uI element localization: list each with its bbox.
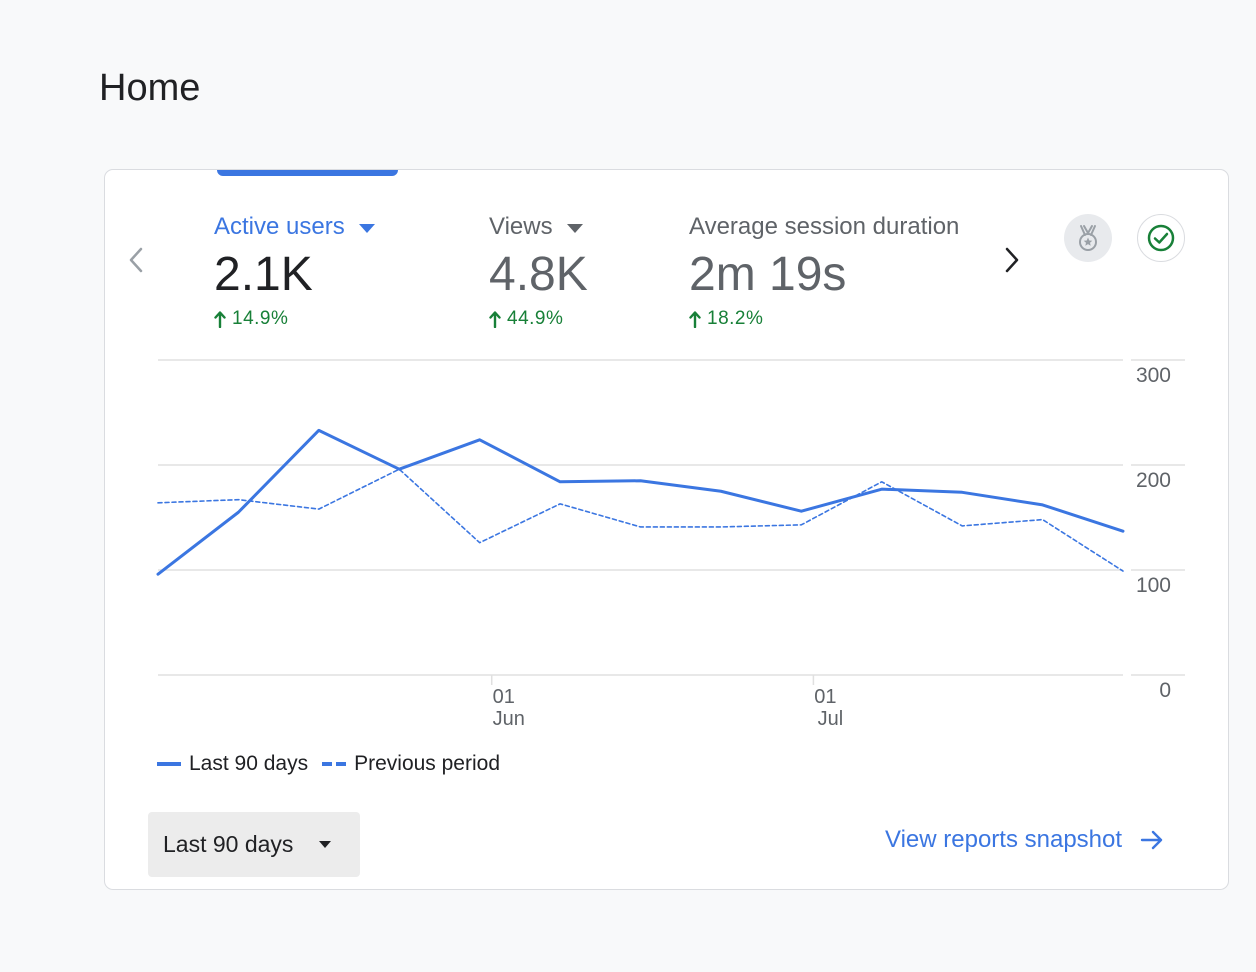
chart-legend: Last 90 days Previous period <box>157 752 514 776</box>
metric-change-text: 18.2% <box>707 308 764 329</box>
x-tick-label-month: Jun <box>493 708 525 730</box>
next-metrics-button[interactable] <box>992 240 1032 280</box>
metric-average-session-duration[interactable]: Average session duration 2m 19s 18.2% <box>689 210 959 332</box>
active-users-chart: 0 100 200 300 01 Jun 01 Jul <box>105 350 1228 730</box>
metric-label[interactable]: Active users <box>214 210 375 244</box>
metric-clip: Average session duration 2m 19s 18.2% <box>689 210 979 350</box>
arrow-up-icon <box>214 311 226 328</box>
metric-label-text: Average session duration <box>689 213 960 240</box>
dashed-line-swatch <box>322 762 347 766</box>
caret-down-icon <box>319 841 332 848</box>
x-tick-label-month: Jul <box>818 708 844 730</box>
chevron-left-icon <box>129 247 143 273</box>
arrow-up-icon <box>489 311 501 328</box>
y-tick-label: 100 <box>1136 574 1171 597</box>
arrow-up-icon <box>689 311 701 328</box>
metric-label[interactable]: Average session duration <box>689 210 959 244</box>
metric-change-text: 44.9% <box>507 308 564 329</box>
metric-change: 14.9% <box>214 306 375 332</box>
metric-change: 44.9% <box>489 306 588 332</box>
insights-badge-button[interactable] <box>1064 214 1112 262</box>
date-range-select[interactable]: Last 90 days <box>148 812 360 877</box>
check-circle-icon <box>1147 224 1175 252</box>
metric-value: 2.1K <box>214 248 313 301</box>
metric-change: 18.2% <box>689 306 959 332</box>
legend-item-current: Last 90 days <box>157 752 308 776</box>
metric-value: 2m 19s <box>689 248 847 301</box>
active-tab-indicator <box>217 170 398 176</box>
metric-views[interactable]: Views 4.8K 44.9% <box>489 210 588 332</box>
overview-card: Active users 2.1K 14.9% Views 4.8K 44.9%… <box>104 169 1229 890</box>
caret-down-icon <box>358 223 375 233</box>
chevron-right-icon <box>1005 247 1019 273</box>
metric-label-text: Active users <box>214 213 345 240</box>
medal-icon <box>1079 225 1097 251</box>
metric-change-text: 14.9% <box>232 308 289 329</box>
legend-label: Previous period <box>354 752 501 775</box>
y-tick-label: 200 <box>1136 469 1171 492</box>
data-quality-check-button[interactable] <box>1137 214 1185 262</box>
x-tick-label-day: 01 <box>493 686 515 708</box>
series-line-last-90-days <box>156 428 1125 576</box>
y-tick-label: 300 <box>1136 364 1171 387</box>
metric-label[interactable]: Views <box>489 210 588 244</box>
series-line-previous-period <box>157 468 1124 572</box>
snapshot-link-text: View reports snapshot <box>885 826 1123 853</box>
date-range-value: Last 90 days <box>163 831 294 857</box>
solid-line-swatch <box>157 762 181 766</box>
metric-value: 4.8K <box>489 248 588 301</box>
legend-item-previous: Previous period <box>322 752 500 776</box>
page-title: Home <box>99 67 201 109</box>
view-reports-snapshot-link[interactable]: View reports snapshot <box>885 826 1164 854</box>
y-tick-label: 0 <box>1159 679 1171 702</box>
previous-metrics-button[interactable] <box>116 240 156 280</box>
caret-down-icon <box>566 223 583 233</box>
x-tick-label-day: 01 <box>814 686 836 708</box>
metric-label-text: Views <box>489 213 553 240</box>
legend-label: Last 90 days <box>189 752 309 775</box>
arrow-right-icon <box>1140 830 1163 850</box>
metric-active-users[interactable]: Active users 2.1K 14.9% <box>214 210 375 332</box>
